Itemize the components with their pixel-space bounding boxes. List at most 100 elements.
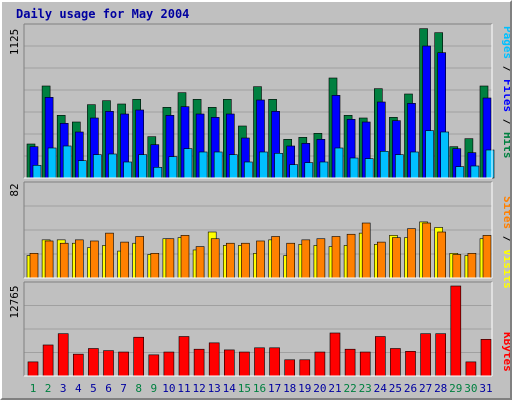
bar-kbytes bbox=[450, 285, 462, 377]
day-label: 21 bbox=[328, 382, 341, 395]
bar-sites bbox=[29, 253, 39, 279]
bar-pages bbox=[274, 153, 283, 179]
bar-kbytes bbox=[359, 351, 371, 377]
day-label: 31 bbox=[479, 382, 492, 395]
day-labels: 1 2 3 4 5 6 7 8 9 10 11 12 13 14 15 16 17 18 19 20 21 22 23 24 2… bbox=[30, 382, 493, 395]
bar-pages bbox=[379, 151, 389, 179]
bar-kbytes bbox=[88, 348, 99, 377]
legend-files: Files bbox=[501, 79, 510, 112]
legend-hits: Hits bbox=[501, 132, 510, 159]
bar-pages bbox=[485, 149, 495, 179]
bar-kbytes bbox=[118, 351, 129, 377]
bar-pages bbox=[440, 131, 450, 179]
bar-kbytes bbox=[103, 350, 114, 377]
bar-pages bbox=[62, 145, 72, 179]
bar-sites bbox=[392, 237, 401, 279]
bar-pages bbox=[349, 157, 359, 179]
bar-kbytes bbox=[254, 347, 265, 377]
bar-sites bbox=[120, 241, 129, 279]
day-label: 9 bbox=[150, 382, 157, 395]
bar-kbytes bbox=[299, 359, 311, 377]
bar-pages bbox=[213, 151, 223, 179]
bar-sites bbox=[210, 238, 220, 279]
bar-sites bbox=[301, 239, 311, 279]
bar-sites bbox=[361, 222, 371, 279]
day-label: 1 bbox=[30, 382, 37, 395]
bar-pages bbox=[123, 161, 132, 179]
bar-sites bbox=[452, 254, 462, 279]
bar-pages bbox=[138, 154, 147, 179]
day-label: 24 bbox=[374, 382, 388, 395]
bars bbox=[26, 28, 495, 377]
day-label: 20 bbox=[313, 382, 326, 395]
day-label: 22 bbox=[343, 382, 356, 395]
day-label: 4 bbox=[75, 382, 82, 395]
day-label: 15 bbox=[238, 382, 251, 395]
bar-sites bbox=[90, 240, 99, 279]
day-label: 28 bbox=[434, 382, 447, 395]
bar-sites bbox=[59, 242, 69, 279]
bar-kbytes bbox=[465, 361, 477, 377]
bar-sites bbox=[422, 222, 431, 279]
bar-pages bbox=[78, 160, 87, 179]
legend-top: Pages / Files / Hits bbox=[501, 26, 510, 159]
bar-sites bbox=[437, 231, 447, 279]
bar-kbytes bbox=[133, 336, 144, 377]
legend-visits: Visits bbox=[501, 249, 510, 289]
day-label: 12 bbox=[192, 382, 205, 395]
bar-kbytes bbox=[269, 347, 280, 377]
bar-pages bbox=[334, 147, 344, 179]
day-label: 14 bbox=[223, 382, 237, 395]
bar-kbytes bbox=[284, 359, 296, 377]
bar-sites bbox=[316, 238, 326, 279]
day-label: 16 bbox=[253, 382, 266, 395]
bar-pages bbox=[32, 165, 42, 179]
bar-pages bbox=[319, 161, 329, 179]
bar-sites bbox=[467, 253, 477, 279]
bar-pages bbox=[425, 130, 434, 179]
chart-title: Daily usage for May 2004 bbox=[16, 7, 189, 21]
bar-kbytes bbox=[208, 342, 220, 377]
bar-kbytes bbox=[344, 348, 356, 377]
bar-kbytes bbox=[163, 351, 175, 377]
bar-pages bbox=[364, 158, 374, 179]
bar-kbytes bbox=[374, 336, 386, 377]
day-label: 25 bbox=[389, 382, 402, 395]
bar-kbytes bbox=[57, 333, 69, 377]
bar-pages bbox=[229, 154, 238, 179]
bar-sites bbox=[75, 239, 84, 279]
day-label: 30 bbox=[464, 382, 477, 395]
bar-kbytes bbox=[329, 332, 341, 377]
bar-sites bbox=[286, 242, 296, 279]
bar-pages bbox=[108, 153, 117, 179]
bar-pages bbox=[47, 147, 57, 179]
day-label: 5 bbox=[90, 382, 97, 395]
legend-sites: Sites bbox=[501, 196, 510, 229]
day-label: 10 bbox=[162, 382, 175, 395]
day-label: 3 bbox=[60, 382, 67, 395]
bar-sites bbox=[407, 228, 416, 279]
bar-sites bbox=[150, 253, 160, 279]
bar-sites bbox=[376, 241, 386, 279]
bar-kbytes bbox=[314, 351, 326, 377]
bar-pages bbox=[198, 151, 208, 179]
bar-pages bbox=[153, 167, 163, 179]
legend-sep: / bbox=[501, 112, 510, 132]
bar-kbytes bbox=[480, 339, 492, 377]
ymax-label-kbytes: 12765 bbox=[8, 285, 21, 318]
day-label: 13 bbox=[208, 382, 221, 395]
bar-kbytes bbox=[420, 333, 431, 377]
bar-sites bbox=[482, 235, 492, 279]
bar-pages bbox=[168, 156, 178, 179]
bar-kbytes bbox=[42, 344, 54, 377]
day-label: 26 bbox=[404, 382, 417, 395]
legend-middle: Sites / Visits bbox=[501, 196, 510, 289]
bar-pages bbox=[470, 165, 480, 179]
bar-pages bbox=[93, 154, 102, 179]
legend-bottom: KBytes bbox=[501, 332, 510, 372]
day-label: 8 bbox=[135, 382, 142, 395]
bar-sites bbox=[271, 236, 280, 279]
bar-kbytes bbox=[193, 348, 205, 377]
